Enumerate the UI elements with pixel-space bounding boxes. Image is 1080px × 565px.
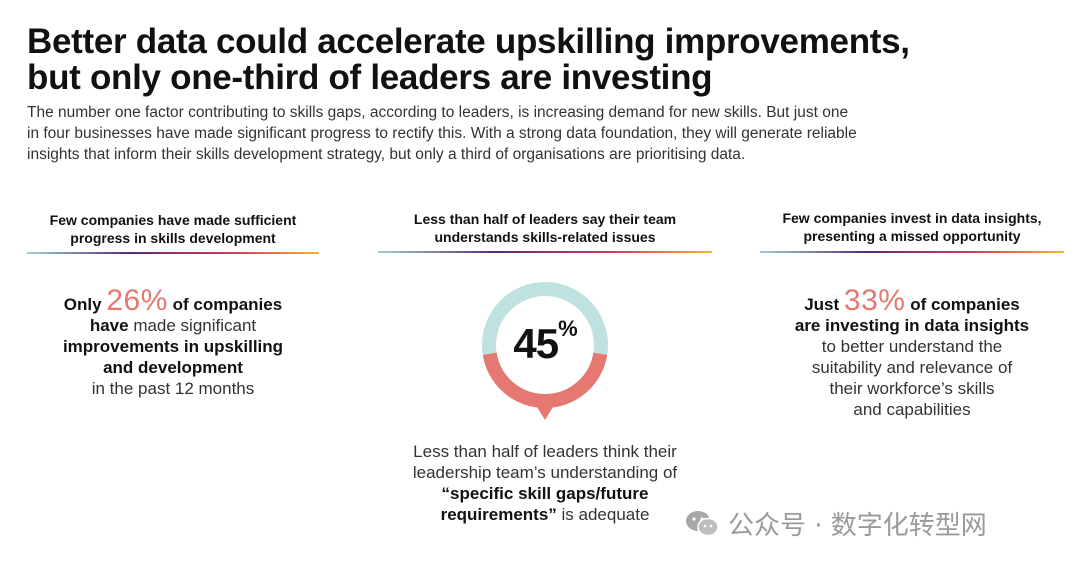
col1-made-significant: made significant xyxy=(133,316,257,335)
col3-divider xyxy=(760,251,1064,253)
col3-stat-line-1: Just 33% of companies xyxy=(760,286,1064,316)
col2-heading-line-2: understands skills-related issues xyxy=(434,229,656,245)
col1-only: Only xyxy=(63,295,102,314)
donut-chart: 45% xyxy=(482,282,608,427)
col3-stat: Just 33% of companies are investing in d… xyxy=(760,286,1064,420)
col3-stat-line-5: their workforce’s skills xyxy=(829,379,995,398)
col3-stat-line-4: suitability and relevance of xyxy=(811,358,1013,377)
col2-caption: Less than half of leaders think their le… xyxy=(378,441,712,525)
title-line-2: but only one-third of leaders are invest… xyxy=(27,58,713,97)
intro-paragraph: The number one factor contributing to sk… xyxy=(27,102,1027,165)
col1-stat-line-4: and development xyxy=(27,357,319,378)
col1-have: have xyxy=(89,316,129,335)
donut-value-arc xyxy=(482,352,608,408)
col1-stat: Only 26% of companies have made signific… xyxy=(27,286,319,399)
donut-number: 45 xyxy=(513,320,559,367)
col1-of-companies: of companies xyxy=(172,295,283,314)
col3-heading-line-1: Few companies invest in data insights, xyxy=(782,210,1042,226)
donut-svg xyxy=(482,282,608,420)
col2-heading: Less than half of leaders say their team… xyxy=(378,210,712,246)
wechat-icon xyxy=(686,510,719,536)
intro-line-2: in four businesses have made significant… xyxy=(27,125,857,142)
donut-pointer xyxy=(534,402,556,420)
col1-divider xyxy=(27,252,319,254)
col1-heading-line-1: Few companies have made sufficient xyxy=(49,212,297,228)
col1-line4-text: and development xyxy=(103,358,243,377)
watermark-text: 公众号 · 数字化转型网 xyxy=(728,511,987,541)
col1-stat-line-3: improvements in upskilling xyxy=(27,336,319,357)
col3-line2-text: are investing in data insights xyxy=(794,316,1030,335)
col1-percentage: 26% xyxy=(106,284,168,317)
col2-line3-text: “specific skill gaps/future xyxy=(441,484,649,503)
col2-caption-line-2: leadership team’s understanding of xyxy=(412,463,678,482)
col1-stat-line-5: in the past 12 months xyxy=(91,379,255,398)
col2-caption-line-1: Less than half of leaders think their xyxy=(413,442,677,461)
col1-stat-line-2: have made significant xyxy=(27,315,319,336)
col3-stat-line-2: are investing in data insights xyxy=(760,315,1064,336)
col1-stat-line-1: Only 26% of companies xyxy=(27,286,319,316)
col2-divider xyxy=(378,251,712,253)
title-line-1: Better data could accelerate upskilling … xyxy=(27,22,910,61)
page-title: Better data could accelerate upskilling … xyxy=(27,24,1057,96)
col1-heading-line-2: progress in skills development xyxy=(70,230,276,246)
intro-line-3: insights that inform their skills develo… xyxy=(27,146,746,163)
col3-heading-line-2: presenting a missed opportunity xyxy=(803,228,1021,244)
donut-percent-sign: % xyxy=(558,316,578,341)
col2-caption-line-3: “specific skill gaps/future xyxy=(378,483,712,504)
col1-heading: Few companies have made sufficient progr… xyxy=(27,211,319,247)
donut-remaining-arc xyxy=(482,282,608,355)
intro-line-1: The number one factor contributing to sk… xyxy=(27,104,849,121)
watermark: 公众号 · 数字化转型网 xyxy=(684,505,987,542)
col2-caption-line-4: requirements” is adequate xyxy=(378,504,712,525)
col2-is-adequate: is adequate xyxy=(561,505,650,524)
col3-stat-line-6: and capabilities xyxy=(853,400,971,419)
col3-percentage: 33% xyxy=(843,284,906,317)
col3-just: Just xyxy=(804,295,840,314)
col3-of-companies: of companies xyxy=(910,295,1020,314)
donut-value: 45% xyxy=(482,316,608,368)
col1-line3-text: improvements in upskilling xyxy=(62,337,284,356)
col3-stat-line-3: to better understand the xyxy=(821,337,1003,356)
col2-requirements: requirements” xyxy=(440,505,557,524)
col3-heading: Few companies invest in data insights, p… xyxy=(760,209,1064,245)
col2-heading-line-1: Less than half of leaders say their team xyxy=(413,211,677,227)
